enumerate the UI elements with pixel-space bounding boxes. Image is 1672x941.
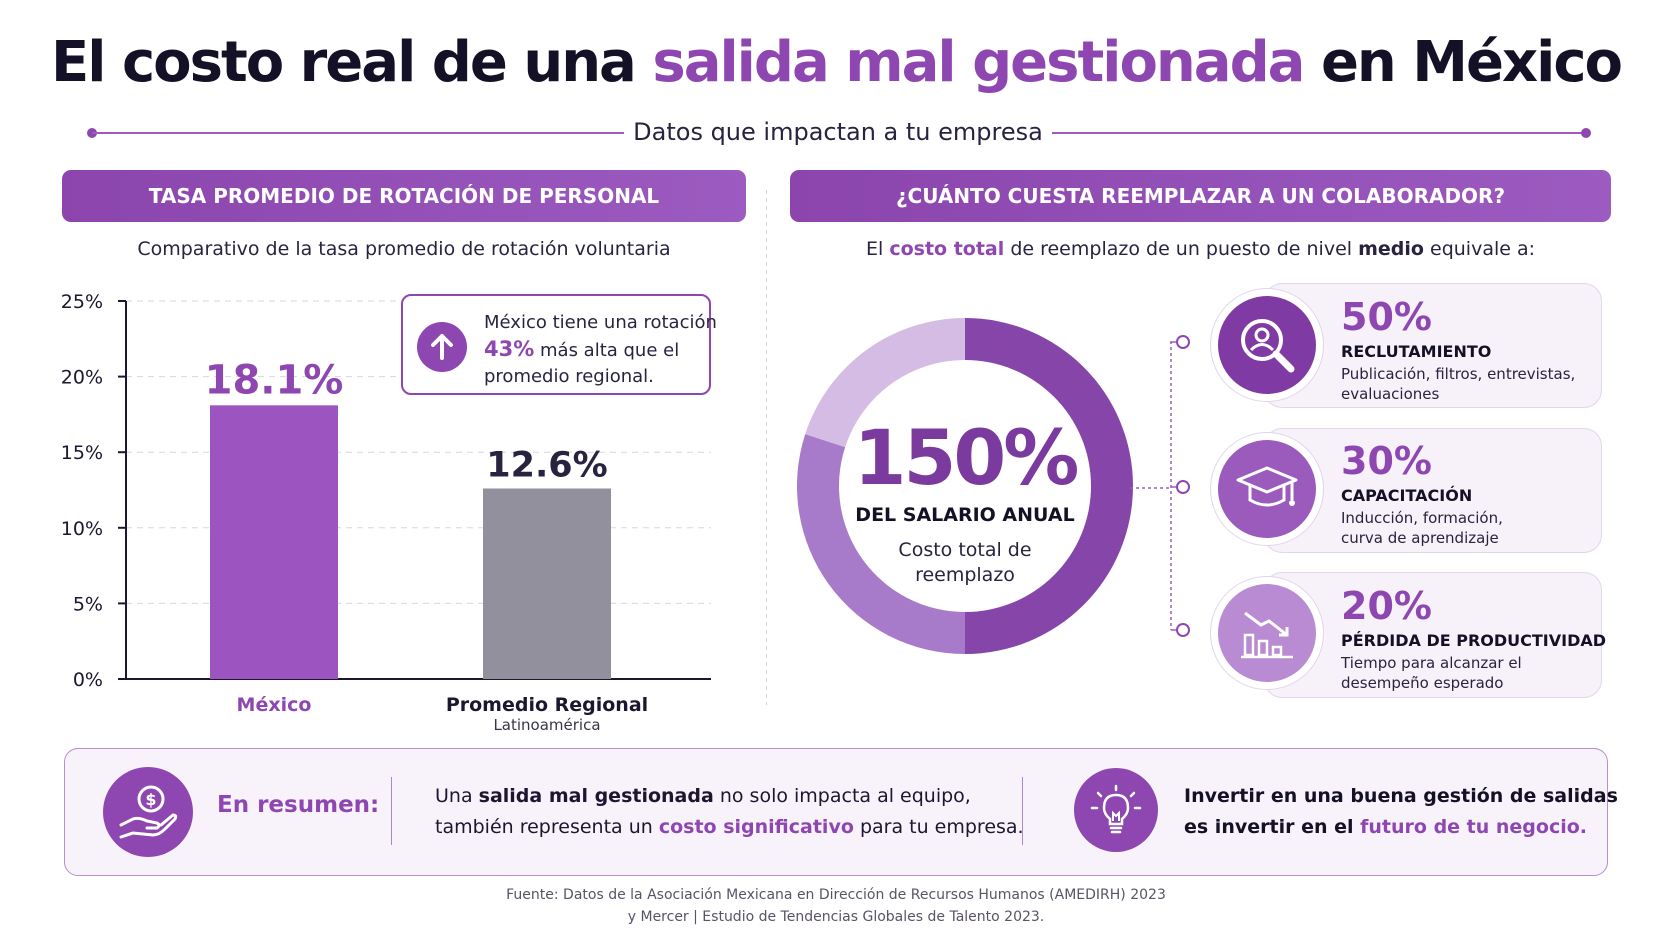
y-tick-label: 15% [61, 442, 103, 464]
summary-line1-post: no solo impacta al equipo, [719, 785, 971, 807]
donut-big-value: 150% [853, 413, 1080, 502]
cost-sub-bold2: medio [1358, 238, 1424, 260]
title-accent: salida mal gestionada [652, 30, 1305, 95]
declining-chart-icon [1218, 584, 1316, 682]
source-line1: Fuente: Datos de la Asociación Mexicana … [506, 887, 1166, 903]
source-note: Fuente: Datos de la Asociación Mexicana … [0, 884, 1672, 928]
arrow-up-icon [417, 322, 467, 372]
productivity-pct: 20% [1341, 584, 1432, 628]
recruitment-text: 50% RECLUTAMIENTO Publicación, filtros, … [1341, 296, 1611, 404]
training-text: 30% CAPACITACIÓN Inducción, formación, c… [1341, 440, 1611, 548]
svg-text:$: $ [145, 790, 156, 809]
donut-desc-line2: reemplazo [915, 564, 1015, 586]
donut-desc-line1: Costo total de [898, 539, 1032, 561]
summary-line2-bold: costo significativo [658, 816, 854, 838]
callout-line3: promedio regional. [484, 366, 654, 387]
donut-desc: Costo total de reemplazo [845, 538, 1085, 588]
recruitment-desc: Publicación, filtros, entrevistas, evalu… [1341, 364, 1611, 404]
training-desc: Inducción, formación, curva de aprendiza… [1341, 508, 1611, 548]
recruitment-desc-line1: Publicación, filtros, entrevistas, [1341, 365, 1576, 383]
training-desc-line2: curva de aprendizaje [1341, 529, 1499, 547]
training-desc-line1: Inducción, formación, [1341, 509, 1503, 527]
turnover-subtitle: Comparativo de la tasa promedio de rotac… [137, 238, 671, 260]
training-icon-ring [1210, 432, 1324, 546]
donut-segment [805, 318, 965, 448]
cost-sub-mid: de reemplazo de un puesto de nivel [1010, 238, 1353, 260]
recruitment-icon-ring [1210, 288, 1324, 402]
recruitment-pct: 50% [1341, 295, 1432, 339]
y-tick-label: 10% [61, 518, 103, 540]
productivity-icon-ring [1210, 576, 1324, 690]
cost-sub-post: equivale a: [1430, 238, 1536, 260]
summary-label: En resumen: [217, 792, 380, 818]
page-title: El costo real de una salida mal gestiona… [0, 30, 1672, 95]
productivity-desc: Tiempo para alcanzar el desempeño espera… [1341, 653, 1611, 693]
money-hand-icon: $ [103, 767, 193, 857]
title-post: en México [1320, 30, 1623, 95]
callout-text: México tiene una rotación 43% más alta q… [484, 310, 717, 390]
turnover-banner: TASA PROMEDIO DE ROTACIÓN DE PERSONAL [62, 170, 746, 222]
callout-highlight: 43% [484, 337, 535, 361]
subtitle-dot-right [1581, 128, 1591, 138]
summary-line1-pre: Una [435, 785, 473, 807]
category-label: Promedio Regional [446, 694, 648, 716]
bar-value-label: 18.1% [205, 357, 344, 403]
summary-text: Una salida mal gestionada no solo impact… [435, 781, 1024, 843]
y-tick-label: 5% [73, 593, 103, 615]
y-tick-label: 25% [61, 291, 103, 313]
summary-right-line1: Invertir en una buena gestión de salidas [1184, 785, 1618, 807]
category-label: México [237, 694, 312, 716]
title-pre: El costo real de una [51, 30, 637, 95]
summary-line2-pre: también representa un [435, 816, 653, 838]
summary-box [64, 748, 1608, 876]
subtitle-line-right [1052, 132, 1586, 134]
cost-donut-chart [797, 318, 1133, 654]
callout-line1: México tiene una rotación [484, 312, 717, 333]
summary-divider-2 [1022, 777, 1023, 845]
replacement-cost-subtitle: El costo total de reemplazo de un puesto… [790, 238, 1611, 260]
subtitle-line-left [92, 132, 624, 134]
panel-divider [766, 190, 767, 705]
search-person-icon [1218, 296, 1316, 394]
cost-sub-bold1: costo total [889, 238, 1005, 260]
cost-sub-pre: El [865, 238, 884, 260]
y-tick-label: 0% [73, 669, 103, 691]
summary-right-text: Invertir en una buena gestión de salidas… [1184, 781, 1618, 843]
training-title: CAPACITACIÓN [1341, 486, 1473, 505]
bar-value-label: 12.6% [486, 445, 607, 485]
source-line2: y Mercer | Estudio de Tendencias Globale… [627, 909, 1045, 925]
productivity-desc-line1: Tiempo para alcanzar el [1341, 654, 1522, 672]
donut-segment [797, 434, 965, 654]
recruitment-desc-line2: evaluaciones [1341, 385, 1440, 403]
donut-segment [965, 318, 1133, 654]
productivity-title: PÉRDIDA DE PRODUCTIVIDAD [1341, 631, 1607, 650]
y-tick-label: 20% [61, 367, 103, 389]
productivity-text: 20% PÉRDIDA DE PRODUCTIVIDAD Tiempo para… [1341, 585, 1611, 693]
lightbulb-icon [1074, 768, 1158, 852]
page-subtitle: Datos que impactan a tu empresa [633, 118, 1043, 146]
replacement-cost-banner: ¿CUÁNTO CUESTA REEMPLAZAR A UN COLABORAD… [790, 170, 1611, 222]
donut-label: DEL SALARIO ANUAL [855, 504, 1075, 526]
donut-center: 150% DEL SALARIO ANUAL Costo total de re… [845, 416, 1085, 588]
recruitment-title: RECLUTAMIENTO [1341, 342, 1492, 361]
summary-line1-bold: salida mal gestionada [478, 785, 714, 807]
graduation-cap-icon [1218, 440, 1316, 538]
training-pct: 30% [1341, 439, 1432, 483]
turnover-callout: México tiene una rotación 43% más alta q… [401, 294, 717, 395]
turnover-bar-chart: 0% 5% 10% 15% 20% 25% 18.1% México 12.6% Promedio… [61, 291, 711, 734]
bar [210, 405, 338, 679]
bar [483, 488, 611, 679]
summary-right-line2-pre: es invertir en el [1184, 816, 1354, 838]
donut-connector [1130, 335, 1190, 637]
summary-divider-1 [391, 777, 392, 845]
callout-line2: más alta que el [540, 340, 680, 361]
productivity-desc-line2: desempeño esperado [1341, 674, 1504, 692]
summary-right-line2-accent: futuro de tu negocio. [1360, 816, 1588, 838]
summary-line2-post: para tu empresa. [859, 816, 1024, 838]
category-sublabel: Latinoamérica [493, 716, 600, 734]
